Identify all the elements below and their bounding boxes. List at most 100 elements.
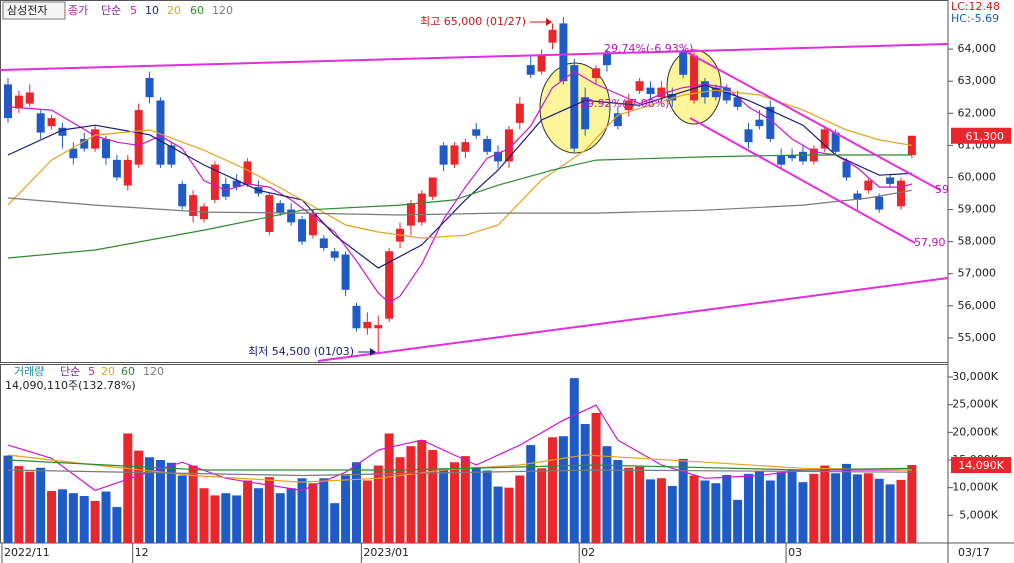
candle-body [341,254,350,290]
candle-body [330,251,339,258]
volume-bar [635,466,645,543]
y-tick-label: 57,000 [958,267,997,280]
candle-body [232,180,241,188]
candle-body [668,94,677,101]
trendline [0,43,948,71]
volume-bar [145,457,155,543]
current-value-box [951,457,1011,474]
candle-body [210,164,219,200]
candle-body [189,195,198,216]
legend-item: 10 [145,4,159,17]
candle-body [461,142,470,152]
trendline [689,117,916,244]
volume-bar [831,473,841,543]
candle-body [276,203,285,213]
volume-bar [733,499,743,543]
legend-item: 120 [212,4,233,17]
legend-ma-kind: 단순 [60,365,80,378]
candle-body [167,145,176,165]
volume-bar [221,493,231,543]
candle-body [439,145,448,165]
candle-body [4,84,12,119]
volume-bar [754,471,764,543]
y-tick-label: 55,000 [958,331,997,344]
volume-bar [863,473,873,543]
volume-bar [3,455,13,543]
y-tick-label: 62,000 [958,106,997,119]
candle-body [123,159,132,186]
volume-bar [656,478,666,543]
candle-body [363,321,372,329]
candle-body [646,87,655,95]
volume-bar [874,478,884,543]
volume-bar [907,465,917,543]
volume-bar [112,507,122,543]
volume-bar [297,478,307,543]
volume-bar [852,474,862,543]
volume-bar [580,424,590,543]
legend-item: 60 [190,4,204,17]
volume-title: 거래량 [14,365,44,378]
candle-body [831,132,840,152]
candle-body [145,77,154,98]
volume-bar [776,472,786,543]
candle-body [80,138,89,149]
candle-body [69,148,78,159]
volume-bar [515,475,525,543]
moving-average [7,70,913,304]
trendline-label: 57,90 [914,236,946,249]
volume-bar [232,495,242,543]
volume-bar [460,456,470,543]
volume-bar [166,462,176,543]
volume-bar [449,462,459,543]
candle-body [112,159,121,178]
volume-bar [504,487,514,543]
volume-bar [384,433,394,543]
candle-body [820,129,829,149]
legend-item: 5 [130,4,137,17]
stock-name[interactable]: 삼성전자 [7,4,47,17]
volume-bar [646,479,656,543]
trendlines [0,43,948,362]
volume-bar [667,486,677,543]
volume-bar [101,491,111,543]
volume-bar [264,477,274,543]
volume-bar [47,490,57,543]
volume-bar [700,480,710,543]
candle-body [592,68,601,78]
candle-body [635,81,644,91]
volume-bar [624,467,634,543]
candle-body [374,325,383,329]
candle-body [494,151,503,162]
volume-bar [417,440,427,543]
candle-body [570,65,579,149]
stock-name-box[interactable] [2,1,66,20]
legend-item: 5 [88,365,95,378]
volume-bar [798,482,808,543]
candle-body [102,138,111,159]
candle-body [178,183,187,207]
candle-body [14,95,23,109]
volume-bar [210,495,220,543]
moving-average [7,84,912,269]
candle-body [472,129,481,136]
legend-title: 종가 [68,4,88,17]
y-tick-label: 25,000K [952,398,998,411]
volume-bar [57,489,67,543]
candle-body [842,161,851,178]
candle-body [450,145,459,165]
x-tick-label: 2023/01 [363,546,409,559]
candle-body [581,97,590,130]
volume-bar [744,473,754,543]
candle-body [134,110,143,165]
candle-body [602,52,611,66]
candle-body [308,212,317,236]
candle-body [733,97,742,107]
moving-average [7,189,913,216]
y-tick-label: 5,000K [959,508,998,521]
candle-body [679,52,688,75]
candle-body [428,177,437,197]
volume-bar [362,480,372,543]
y-tick-label: 20,000K [952,425,998,438]
candle-body [896,180,905,207]
